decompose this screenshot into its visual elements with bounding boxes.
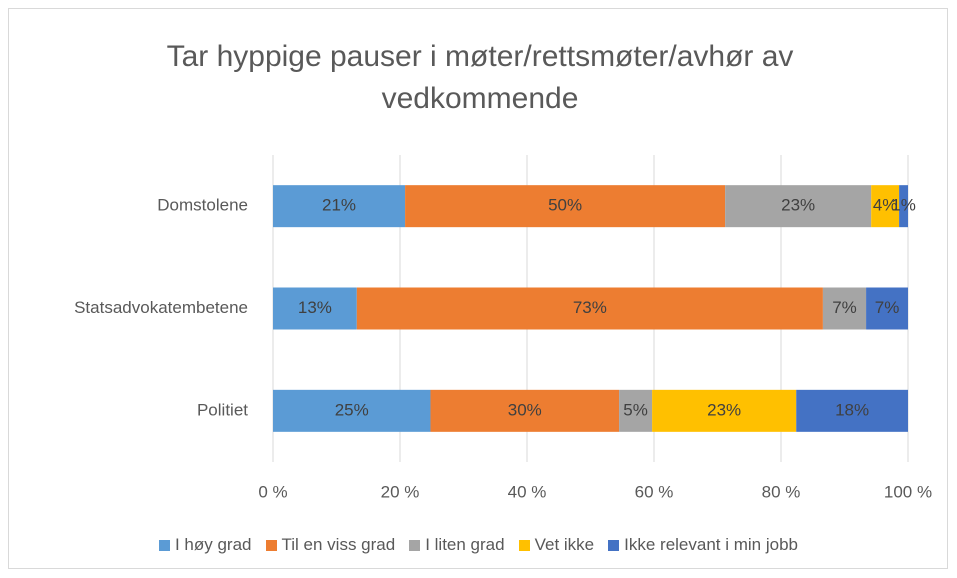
legend-label: Vet ikke — [534, 535, 595, 554]
legend-item: I liten grad — [409, 535, 505, 555]
bar-segment — [405, 185, 726, 228]
legend-swatch — [409, 539, 421, 551]
bar-segment — [871, 185, 900, 228]
data-label: 18% — [835, 400, 869, 419]
bar-segment — [273, 389, 431, 432]
legend-item: Til en viss grad — [265, 535, 396, 555]
legend-item: Vet ikke — [518, 535, 595, 555]
data-label: 7% — [832, 298, 857, 317]
x-tick-label: 20 % — [381, 482, 420, 501]
data-label: 50% — [548, 196, 582, 215]
bar-segment — [822, 287, 867, 330]
legend-label: Til en viss grad — [281, 535, 396, 554]
bar-segment — [796, 389, 908, 432]
data-label: 23% — [707, 400, 741, 419]
legend-item: I høy grad — [158, 535, 252, 555]
bar-segment — [725, 185, 872, 228]
bar-segment — [866, 287, 908, 330]
data-label: 7% — [875, 298, 900, 317]
data-label: 5% — [623, 400, 648, 419]
bar-segment — [652, 389, 797, 432]
data-label: 13% — [298, 298, 332, 317]
legend-label: Ikke relevant i min jobb — [624, 535, 799, 554]
legend-swatch — [265, 539, 277, 551]
x-tick-label: 60 % — [635, 482, 674, 501]
legend: I høy grad Til en viss grad I liten grad Ve… — [0, 535, 957, 555]
data-label: 73% — [573, 298, 607, 317]
y-tick-label: Domstolene — [157, 196, 248, 215]
x-tick-label: 0 % — [258, 482, 287, 501]
legend-label: I liten grad — [425, 535, 505, 554]
legend-swatch — [158, 539, 170, 551]
bar-segment — [273, 287, 357, 330]
bar-segment — [356, 287, 823, 330]
data-label: 30% — [508, 400, 542, 419]
x-tick-label: 80 % — [762, 482, 801, 501]
legend-item: Ikke relevant i min jobb — [608, 535, 798, 555]
data-label: 25% — [335, 400, 369, 419]
y-tick-label: Statsadvokatembetene — [74, 298, 248, 317]
legend-label: I høy grad — [174, 535, 252, 554]
x-tick-label: 100 % — [884, 482, 932, 501]
bar-segment — [430, 389, 620, 432]
chart-frame — [8, 8, 948, 569]
bar-segment — [619, 389, 653, 432]
legend-swatch — [608, 539, 620, 551]
chart-title: Tar hyppige pauser i møter/rettsmøter/av… — [166, 40, 794, 115]
y-tick-label: Politiet — [197, 400, 248, 419]
data-label: 23% — [781, 196, 815, 215]
legend-swatch — [518, 539, 530, 551]
bar-segment — [273, 185, 406, 228]
x-tick-label: 40 % — [508, 482, 547, 501]
data-label: 21% — [322, 196, 356, 215]
data-label: 1% — [891, 196, 916, 215]
data-label: 4% — [873, 196, 898, 215]
bar-segment — [899, 185, 908, 228]
